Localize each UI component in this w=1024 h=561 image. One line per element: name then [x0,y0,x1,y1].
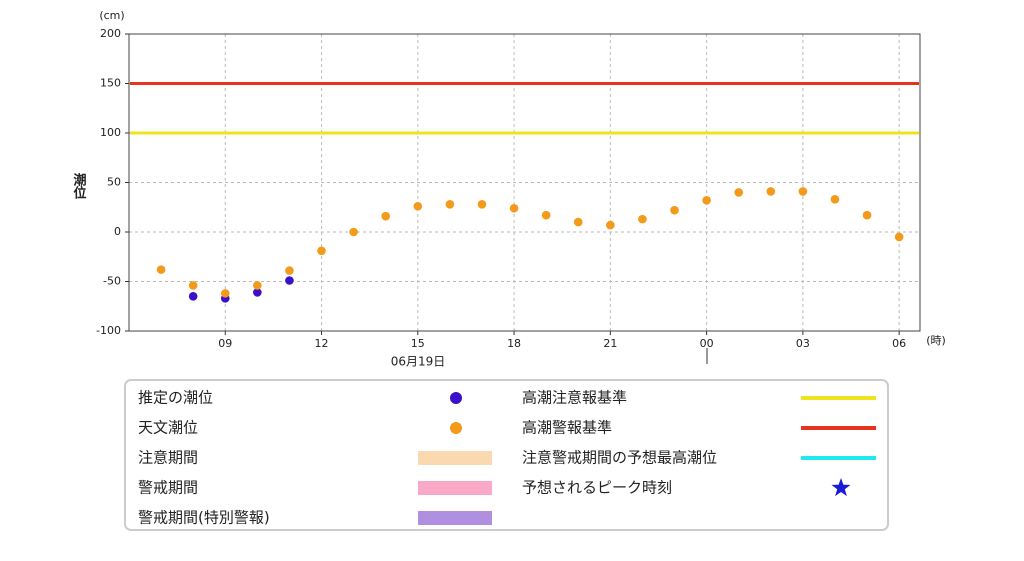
y-axis-label: 潮位 [71,172,87,200]
x-tick-label: 06 [892,337,906,350]
y-tick-label: 50 [107,176,121,189]
legend-label: 警戒期間 [138,479,198,497]
data-point [477,199,487,209]
data-point [413,201,423,211]
y-unit: (cm) [99,9,124,22]
data-point [541,210,551,220]
x-tick-label: 00 [700,337,714,350]
x-tick-label: 03 [796,337,810,350]
data-point [317,246,326,256]
data-point [798,187,808,196]
plot-frame [128,33,921,332]
data-point [220,289,230,298]
legend-label: 警戒期間(特別警報) [138,509,270,527]
data-point [381,211,391,221]
data-point [188,292,198,301]
data-point [285,276,294,285]
legend-swatch [418,511,492,525]
data-point [766,187,776,196]
y-tick-label: 100 [100,126,121,139]
data-point [349,227,358,237]
legend-swatch [831,478,851,497]
x-unit: (時) [926,334,946,347]
data-point [188,281,198,290]
x-tick-label: 18 [507,337,521,350]
legend-label: 予想されるピーク時刻 [522,479,672,497]
data-point [445,199,455,209]
y-tick-label: 150 [100,77,121,90]
data-point [734,188,743,197]
data-point [638,214,647,224]
legend-box [124,379,889,531]
legend-label: 注意期間 [138,449,198,467]
data-point [509,203,519,213]
legend-label: 天文潮位 [138,419,198,437]
data-point [253,288,262,297]
x-tick-label: 21 [603,337,617,350]
data-point [606,220,615,230]
x-tick-label: 12 [315,337,329,350]
legend-label: 高潮警報基準 [522,419,612,437]
data-point [862,210,872,220]
legend-label: 推定の潮位 [138,389,213,407]
legend-swatch [418,481,492,495]
y-tick-label: 0 [114,225,121,238]
y-tick-label: 200 [100,27,121,40]
legend-label: 注意警戒期間の予想最高潮位 [522,449,717,467]
y-tick-label: -100 [96,324,121,337]
x-tick-label: 09 [218,337,232,350]
data-point [156,265,166,274]
legend-swatch [418,451,492,465]
data-point [573,217,583,227]
data-point [894,232,904,242]
data-point [830,195,840,204]
data-point [670,205,679,215]
data-point [253,281,262,290]
legend-swatch [450,422,462,434]
data-point [702,196,711,205]
data-point [285,266,294,275]
legend-label: 高潮注意報基準 [522,389,627,407]
legend-swatch [450,392,462,404]
date-label: 06月19日 [391,355,446,369]
x-tick-label: 15 [411,337,425,350]
y-tick-label: -50 [103,275,121,288]
